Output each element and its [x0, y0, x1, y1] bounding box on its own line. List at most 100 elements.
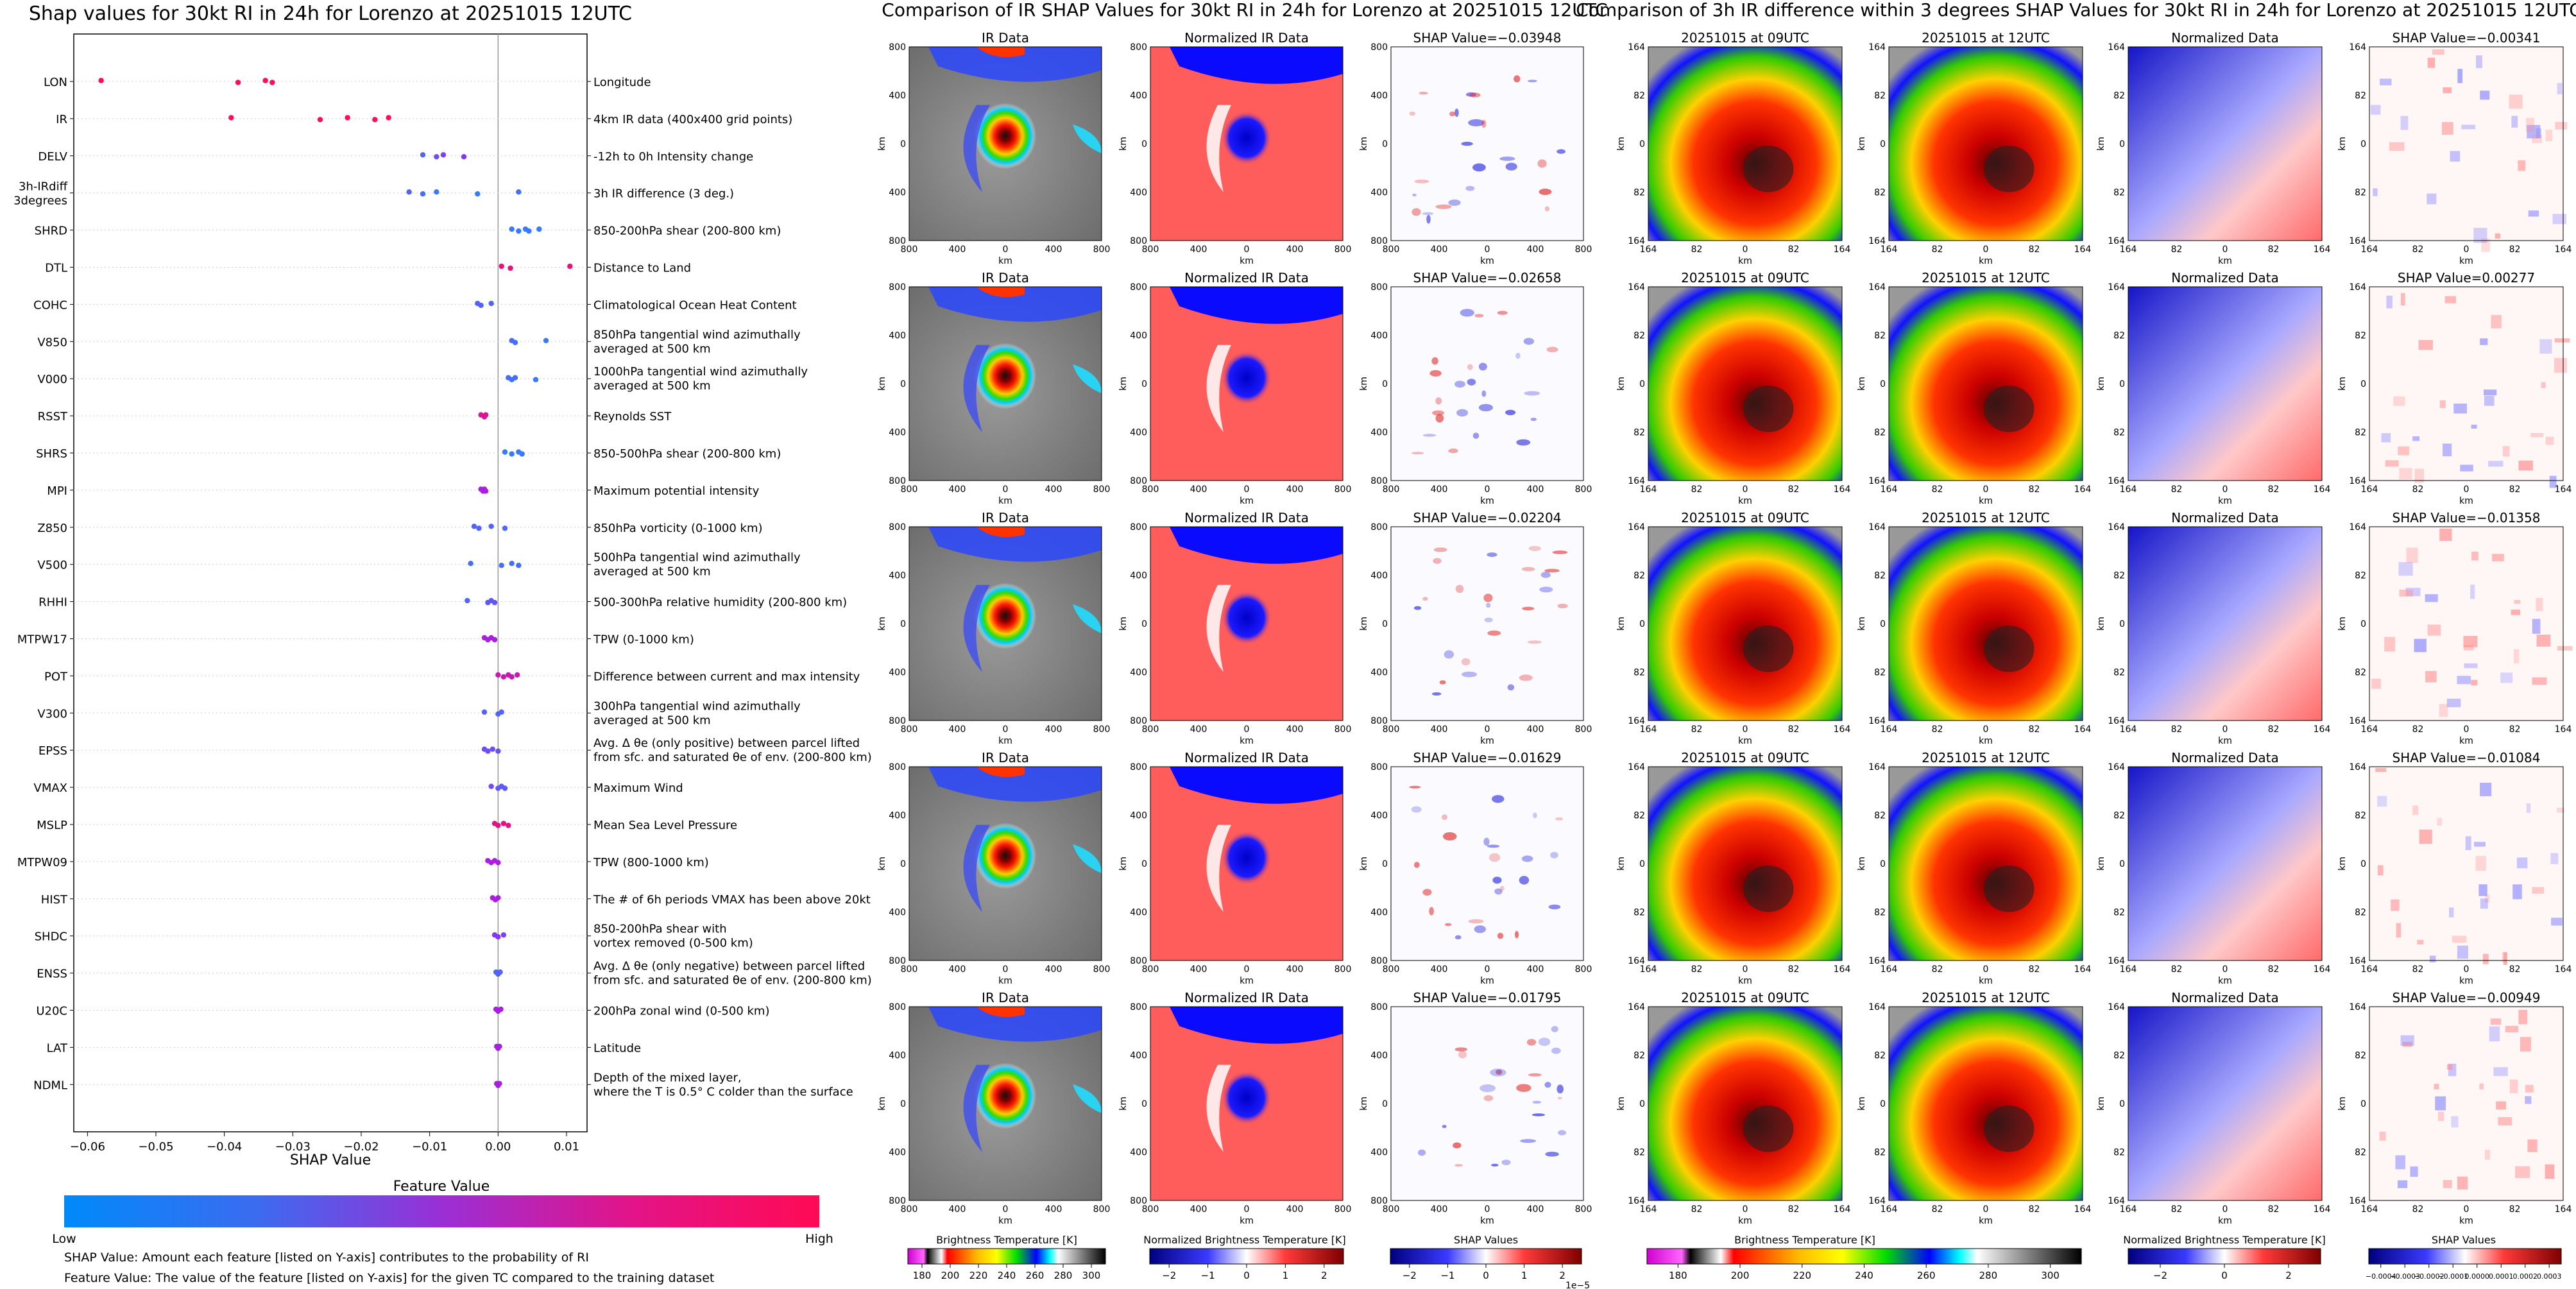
shap-patch — [2480, 783, 2492, 796]
x-tick-label: −0.03 — [275, 1140, 311, 1154]
x-tick-label: 400 — [1190, 244, 1207, 255]
colorbar-tick-label: 2 — [1321, 1270, 1327, 1281]
y-tick-label: 0 — [1639, 619, 1645, 629]
y-axis-label: km — [877, 137, 887, 151]
shap-patch — [1505, 162, 1517, 171]
x-tick-label: 400 — [1045, 1204, 1062, 1215]
shap-point — [495, 860, 501, 866]
feature-description: 1000hPa tangential wind azimuthally — [593, 365, 808, 379]
rain-band — [1206, 105, 1231, 192]
x-tick-label: 0 — [1743, 244, 1748, 255]
cloud-band — [1170, 527, 1343, 564]
shap-patch — [1527, 80, 1537, 83]
panel-frame — [1390, 526, 1584, 721]
shap-point — [372, 117, 378, 123]
x-tick-label: −0.05 — [138, 1140, 173, 1154]
feature-row: COHC Climatological Ocean Heat Content — [33, 298, 796, 312]
panel-title: 20251015 at 09UTC — [1681, 750, 1809, 765]
shap-point — [495, 748, 501, 754]
shap-patch — [1429, 907, 1434, 916]
shap-patch — [2385, 460, 2399, 467]
feature-label: MPI — [47, 484, 67, 498]
y-tick-label: 400 — [1370, 1148, 1388, 1158]
irdiff-comparison-title: Comparison of 3h IR difference within 3 … — [1576, 0, 2576, 21]
shap-patch — [2495, 233, 2501, 239]
shap-patch — [1461, 658, 1471, 666]
y-tick-label: 800 — [1130, 42, 1147, 53]
y-tick-label: 82 — [1874, 811, 1886, 821]
panel-title: SHAP Value=−0.01358 — [2393, 510, 2541, 525]
y-tick-label: 800 — [1370, 476, 1388, 486]
shap-patch — [2437, 818, 2443, 826]
feature-row: Z850 850hPa vorticity (0-1000 km) — [37, 522, 762, 535]
shap-patch — [2474, 842, 2486, 847]
shap-point — [506, 823, 511, 828]
panel-title: 20251015 at 12UTC — [1922, 990, 2050, 1005]
colorbar-tick-label: 0 — [1483, 1270, 1489, 1281]
diff-norm-image — [2128, 1007, 2322, 1200]
x-tick-label: 164 — [1640, 1204, 1657, 1215]
x-tick-label: 400 — [1286, 724, 1304, 735]
feature-row: RHHI 500-300hPa relative humidity (200-80… — [38, 596, 847, 610]
rain-band — [1206, 824, 1231, 912]
shap-patch — [1527, 640, 1542, 644]
feature-row: IR 4km IR data (400x400 grid points) — [56, 113, 792, 126]
x-tick-label: 0 — [1244, 244, 1250, 255]
shap-patch — [1546, 346, 1558, 353]
y-tick-label: 164 — [2349, 522, 2366, 533]
shap-patch — [1481, 119, 1487, 128]
panel-frame — [2128, 286, 2323, 481]
x-tick-label: 800 — [1093, 724, 1111, 735]
x-tick-label: 164 — [2361, 484, 2378, 495]
shap-patch — [1462, 671, 1478, 678]
rain-band — [963, 1064, 990, 1152]
shap-patch — [2457, 1176, 2468, 1190]
shap-patch — [1455, 585, 1464, 593]
y-tick-label: 400 — [1130, 908, 1147, 918]
shap-patch — [1548, 904, 1561, 910]
colorbar-tick-label: 180 — [1669, 1270, 1687, 1281]
x-axis-label: km — [1979, 736, 1993, 746]
irdiff-panel: 20251015 at 09UTC1641648282008282164164k… — [1616, 990, 1850, 1226]
y-tick-label: 0 — [1141, 619, 1147, 629]
feature-label: IR — [56, 113, 67, 126]
feature-label: 3degrees — [13, 194, 67, 208]
panel-title: SHAP Value=0.00277 — [2398, 270, 2535, 286]
x-tick-label: 164 — [2555, 724, 2572, 735]
feature-description: vortex removed (0-500 km) — [593, 937, 753, 950]
shap-patch — [2412, 436, 2420, 441]
shap-patch — [1480, 1084, 1496, 1093]
shap-point — [499, 263, 504, 269]
storm-core — [975, 103, 1036, 169]
shap-patch — [1539, 189, 1552, 195]
x-tick-label: 800 — [901, 244, 918, 255]
y-tick-label: 800 — [1130, 476, 1147, 486]
shap-patch — [1413, 606, 1422, 610]
shap-patch — [2485, 894, 2490, 903]
shap-patch — [1557, 1097, 1562, 1100]
shap-point — [499, 563, 504, 568]
shap-point — [495, 895, 501, 901]
shap-axes-frame — [73, 33, 588, 1132]
x-tick-label: 800 — [1383, 244, 1400, 255]
shap-patch — [2493, 1067, 2508, 1077]
y-tick-label: 82 — [2355, 1148, 2366, 1158]
shap-patch — [2513, 649, 2520, 663]
panel-frame — [1150, 766, 1343, 961]
irdiff-panel: SHAP Value=−0.01084164164828200828216416… — [2337, 750, 2572, 986]
shap-patch — [1544, 568, 1560, 573]
cloud-patch — [1073, 604, 1102, 634]
shap-patch — [1422, 212, 1434, 216]
y-tick-label: 400 — [1130, 571, 1147, 581]
colorbar-tick-label: 0.0003 — [2537, 1272, 2562, 1281]
x-tick-label: 82 — [2029, 964, 2040, 975]
y-tick-label: 800 — [889, 762, 906, 773]
panel-title: 20251015 at 12UTC — [1922, 270, 2050, 286]
x-axis-label: km — [1240, 496, 1254, 506]
y-tick-label: 82 — [2355, 1051, 2366, 1061]
x-tick-label: 0 — [2464, 244, 2469, 255]
shap-point — [502, 785, 508, 791]
shap-point — [488, 783, 494, 789]
shap-patch — [1557, 603, 1568, 609]
shap-patch — [2399, 468, 2412, 480]
